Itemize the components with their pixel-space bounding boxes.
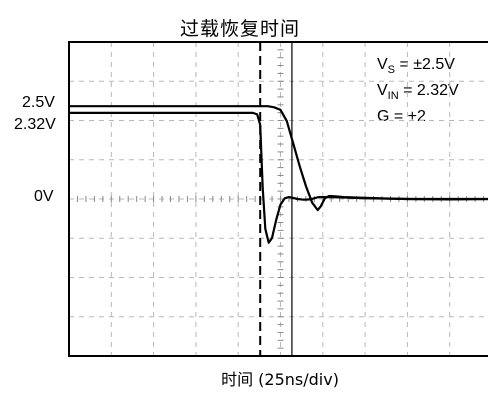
- annotation-vin-main: V: [377, 82, 388, 99]
- y-tick-label-2-5v: 2.5V: [22, 94, 55, 111]
- vertical-markers: [259, 42, 293, 356]
- series-line-1: [69, 111, 488, 244]
- x-axis-label: 时间 (25ns/div): [221, 370, 339, 389]
- series-line-2: [69, 105, 488, 212]
- annotation-vin-rest: = 2.32V: [398, 82, 459, 99]
- y-tick-label-2-32v: 2.32V: [14, 116, 56, 133]
- annotation-vin: VIN = 2.32V: [377, 82, 459, 102]
- annotation-vs-sub: S: [387, 64, 396, 77]
- chart-title: 过载恢复时间: [179, 18, 300, 40]
- annotation-vs-main: V: [377, 56, 388, 73]
- y-tick-label-0v: 0V: [34, 188, 54, 205]
- annotation-vs: VS = ±2.5V: [377, 56, 455, 76]
- annotation-vs-rest: = ±2.5V: [395, 56, 455, 73]
- traces: [69, 105, 488, 244]
- annotation-vin-sub: IN: [387, 90, 399, 103]
- plot-frame: [68, 41, 488, 357]
